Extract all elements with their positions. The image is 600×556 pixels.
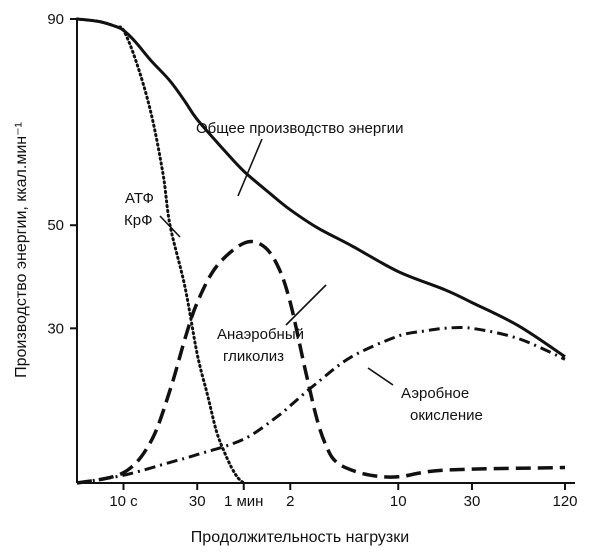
x-tick-label: 120	[552, 493, 577, 510]
x-tick-label: 2	[286, 493, 294, 510]
y-ticks: 30 50 90	[47, 11, 77, 337]
leader-anaerobic	[285, 284, 327, 326]
y-tick-label: 90	[47, 11, 64, 28]
annotation-crp: КрФ	[124, 212, 152, 229]
series-anaerobic-glycolysis-line	[76, 239, 566, 485]
series-total-energy-line	[76, 17, 566, 358]
x-tick-label: 10	[390, 493, 407, 510]
annotation-anaerobic-1: Анаэробный	[217, 326, 304, 343]
leader-aerobic	[367, 367, 394, 386]
x-axis-label: Продолжительность нагрузки	[191, 529, 409, 546]
x-ticks: 10 с 30 1 мин 2 10 30 120	[109, 483, 578, 510]
annotation-aerobic-1: Аэробное	[401, 385, 469, 402]
y-tick-label: 30	[47, 320, 64, 337]
y-tick-label: 50	[47, 217, 64, 234]
leader-atp-crp	[159, 215, 181, 238]
series-atp-crp-line	[75, 17, 246, 485]
leader-total-energy	[237, 138, 263, 197]
annotation-atp: АТФ	[125, 190, 154, 207]
annotation-anaerobic-2: гликолиз	[223, 348, 284, 365]
y-axis-label: Производство энергии, ккал.мин⁻¹	[13, 122, 30, 378]
x-tick-label: 10 с	[109, 493, 138, 510]
annotation-total-energy: Общее производство энергии	[196, 120, 403, 137]
x-tick-label: 1 мин	[224, 493, 264, 510]
series-lines	[75, 17, 566, 485]
x-tick-label: 30	[464, 493, 481, 510]
annotation-aerobic-2: окисление	[410, 407, 483, 424]
series-aerobic-oxidation-line	[76, 325, 566, 485]
x-tick-label: 30	[189, 493, 206, 510]
